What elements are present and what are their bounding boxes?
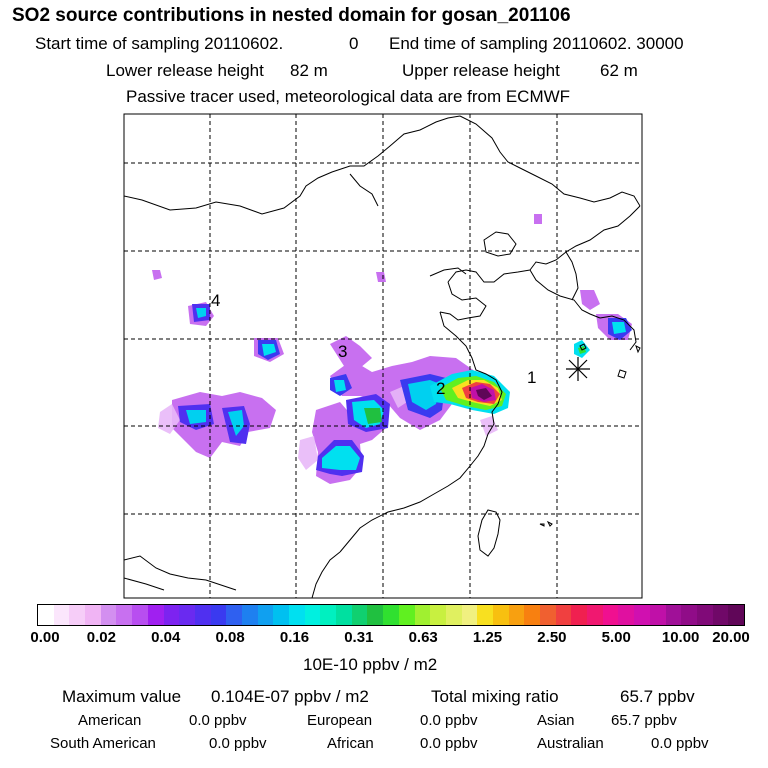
colorbar-swatch [618, 605, 635, 625]
colorbar-swatch [53, 605, 70, 625]
region-name: Asian [537, 712, 575, 729]
total-mixing-label: Total mixing ratio [431, 687, 559, 706]
colorbar-tick-label: 0.04 [151, 629, 181, 646]
colorbar-tick-label: 0.16 [279, 629, 310, 646]
colorbar-swatch [132, 605, 148, 625]
colorbar-swatch [304, 605, 321, 625]
colorbar-swatch [69, 605, 86, 625]
colorbar-swatch [555, 605, 572, 625]
start-time-hour: 0 [349, 34, 359, 53]
colorbar-swatch [492, 605, 509, 625]
region-value: 0.0 ppbv [420, 735, 478, 752]
colorbar-tick-label: 0.00 [30, 629, 60, 646]
colorbar-swatch [179, 605, 195, 625]
coastlines [124, 115, 641, 598]
map-frame [123, 113, 643, 599]
colorbar-swatch [681, 605, 697, 625]
colorbar-swatch [257, 605, 274, 625]
colorbar-swatch [241, 605, 258, 625]
colorbar-swatch [273, 605, 289, 625]
max-value: 0.104E-07 ppbv / m2 [211, 687, 369, 706]
colorbar-swatch [414, 605, 431, 625]
colorbar-swatch [540, 605, 556, 625]
end-time-label: End time of sampling 20110602. 30000 [389, 34, 684, 53]
colorbar-swatch [336, 605, 352, 625]
colorbar-tick-label: 0.31 [344, 629, 374, 646]
region-name: American [78, 712, 142, 729]
colorbar-tick-label: 5.00 [601, 629, 631, 646]
map-label-2: 2 [436, 379, 445, 398]
colorbar-swatch [461, 605, 478, 625]
colorbar-swatch [194, 605, 211, 625]
colorbar-swatch [477, 605, 493, 625]
upper-height-value: 62 m [600, 61, 638, 80]
colorbar-unit: 10E-10 ppbv / m2 [303, 655, 438, 674]
region-name: African [327, 735, 374, 752]
region-value: 65.7 ppbv [611, 712, 677, 729]
colorbar-swatch [210, 605, 227, 625]
colorbar-tick-label: 0.63 [408, 629, 438, 646]
colorbar-tick-label: 0.08 [215, 629, 245, 646]
lower-height-value: 82 m [290, 61, 328, 80]
colorbar-swatch [728, 605, 744, 625]
hotspot [430, 370, 510, 414]
lower-height-label: Lower release height [106, 61, 264, 80]
map-label-1: 1 [527, 368, 536, 387]
colorbar-swatch [226, 605, 242, 625]
colorbar-swatch [649, 605, 666, 625]
tracer-note: Passive tracer used, meteorological data… [126, 87, 571, 106]
colorbar-swatch [430, 605, 446, 625]
map-label-3: 3 [338, 342, 347, 361]
max-value-label: Maximum value [62, 687, 182, 706]
region-value: 0.0 ppbv [209, 735, 267, 752]
colorbar-tick-label: 0.02 [86, 629, 116, 646]
colorbar-swatch [602, 605, 619, 625]
colorbar-swatch [445, 605, 462, 625]
colorbar-swatch [587, 605, 603, 625]
colorbar-swatch [147, 605, 164, 625]
colorbar-swatch [524, 605, 540, 625]
concentration-patches [178, 304, 632, 476]
start-time-label: Start time of sampling 20110602. [35, 34, 284, 53]
colorbar-tick-label: 10.00 [661, 629, 700, 646]
colorbar-swatch [712, 605, 729, 625]
total-mixing-value: 65.7 ppbv [620, 687, 695, 706]
grid-lines [124, 114, 642, 598]
colorbar-swatch [367, 605, 384, 625]
colorbar-swatch [100, 605, 117, 625]
region-value: 0.0 ppbv [189, 712, 247, 729]
colorbar-swatch [163, 605, 180, 625]
colorbar [37, 604, 745, 626]
colorbar-swatch [508, 605, 525, 625]
colorbar-swatch [665, 605, 682, 625]
islands [477, 343, 641, 557]
region-value: 0.0 ppbv [651, 735, 709, 752]
colorbar-tick-label: 20.00 [712, 629, 750, 646]
colorbar-tick-label: 1.25 [472, 629, 503, 646]
region-name: South American [50, 735, 156, 752]
colorbar-swatch [398, 605, 415, 625]
plot-title: SO2 source contributions in nested domai… [12, 5, 571, 26]
plume-field [152, 214, 632, 484]
colorbar-swatch [38, 605, 54, 625]
colorbar-tick-label: 2.50 [537, 629, 567, 646]
colorbar-swatch [85, 605, 101, 625]
colorbar-swatch [571, 605, 588, 625]
colorbar-swatch [289, 605, 305, 625]
colorbar-swatch [383, 605, 399, 625]
region-name: Australian [537, 735, 604, 752]
colorbar-swatch [634, 605, 650, 625]
colorbar-swatch [320, 605, 337, 625]
upper-height-label: Upper release height [402, 61, 560, 80]
colorbar-swatch [116, 605, 133, 625]
colorbar-swatch [351, 605, 368, 625]
colorbar-swatch [696, 605, 713, 625]
region-value: 0.0 ppbv [420, 712, 478, 729]
map-label-4: 4 [211, 291, 220, 310]
receptor-star-icon [566, 357, 590, 381]
region-name: European [307, 712, 373, 729]
map-panel: 1 2 3 4 [123, 113, 643, 599]
